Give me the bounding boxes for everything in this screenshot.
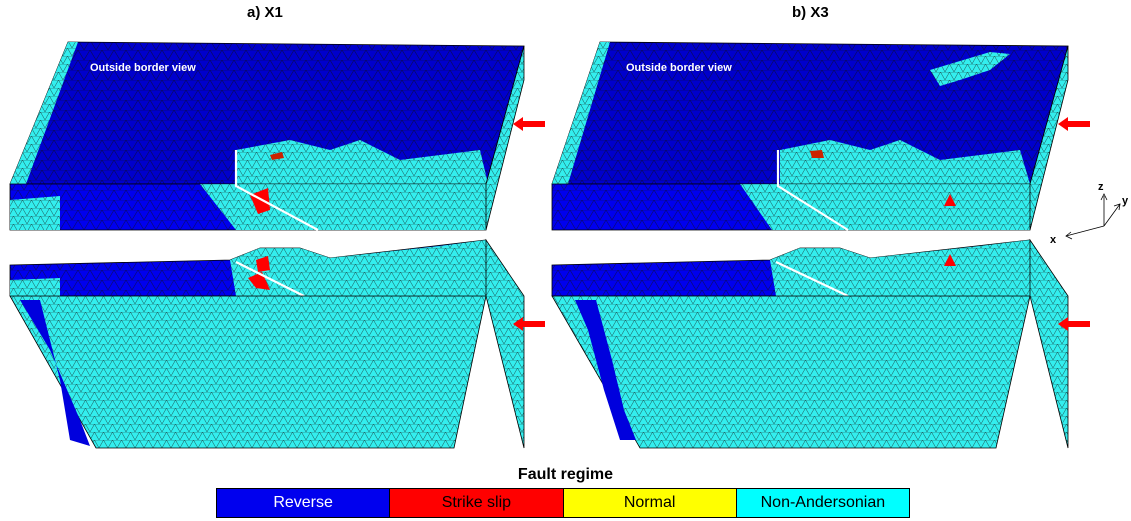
panel-b-view-label: Outside border view [626, 62, 732, 74]
legend-title: Fault regime [517, 466, 614, 483]
axis-label-x: x [1050, 234, 1057, 246]
legend-label-non-andersonian: Non-Andersonian [760, 494, 886, 511]
compression-arrow-b-upper [1058, 117, 1090, 131]
strike-slip-cell [944, 194, 956, 206]
panel-a-lower-block [9, 238, 525, 449]
compression-arrow-a-lower [513, 317, 545, 331]
x-axis-line [1065, 225, 1105, 237]
x-axis-arrowhead [1065, 231, 1073, 240]
compression-arrow-a-upper [513, 117, 545, 131]
panel-b-title: b) X3 [792, 4, 829, 21]
panel-a-upper-block [9, 41, 525, 231]
legend-label-reverse: Reverse [273, 494, 333, 511]
panel-b-upper-block [551, 41, 1069, 231]
y-axis-line [1103, 203, 1121, 227]
z-axis-arrowhead [1100, 193, 1108, 201]
panel-a-view-label: Outside border view [90, 62, 196, 74]
legend-item-non-andersonian: Non-Andersonian [736, 489, 909, 517]
legend-item-reverse: Reverse [217, 489, 391, 517]
y-axis-arrowhead [1113, 203, 1121, 211]
legend-label-normal: Normal [623, 494, 676, 511]
panel-b-lower-block [551, 238, 1069, 449]
fault-line [234, 150, 319, 231]
axis-label-y: y [1122, 195, 1129, 207]
legend-item-normal: Normal [563, 489, 737, 517]
compression-arrow-b-lower [1058, 317, 1090, 331]
legend-item-strike-slip: Strike slip [390, 489, 564, 517]
legend: Reverse Strike slip Normal Non-Andersoni… [216, 488, 910, 518]
axis-label-z: z [1098, 181, 1104, 193]
strike-slip-cell [250, 188, 270, 214]
legend-label-strike-slip: Strike slip [441, 494, 512, 511]
panel-a-title: a) X1 [247, 4, 283, 21]
axis-triad [1065, 193, 1121, 240]
